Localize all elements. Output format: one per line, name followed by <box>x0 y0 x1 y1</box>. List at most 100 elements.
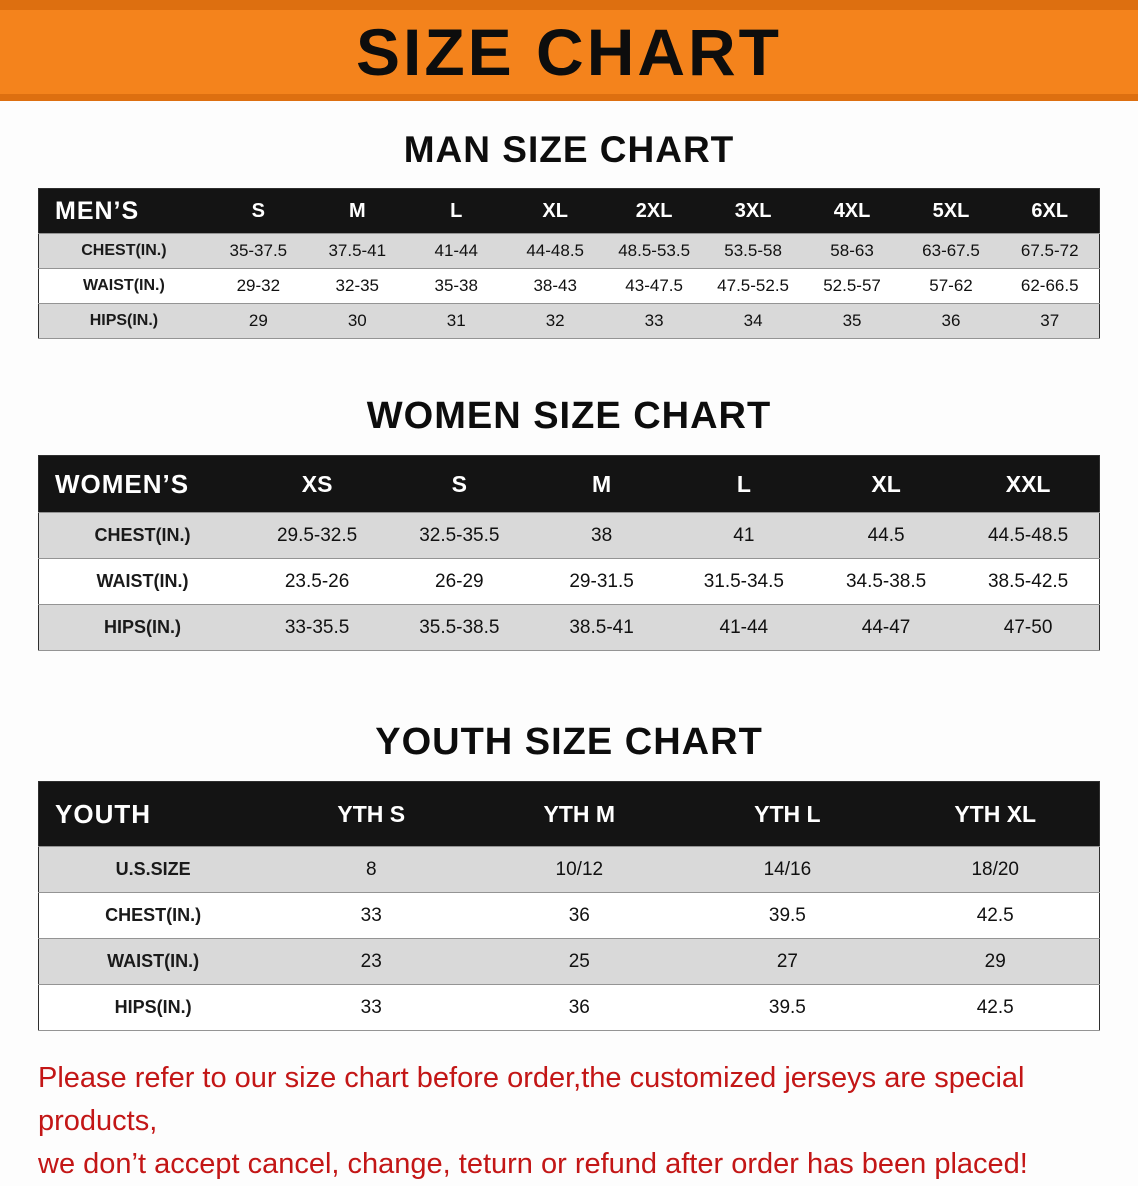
size-value: 37 <box>1040 311 1060 330</box>
size-value: 58-63 <box>830 241 874 260</box>
size-column-header: YTH M <box>543 800 616 827</box>
size-column-header: 3XL <box>734 199 772 222</box>
size-value: 36 <box>568 904 590 926</box>
size-value: 44.5 <box>867 524 905 546</box>
size-column-header: 2XL <box>635 199 673 222</box>
table-row: HIPS(IN.) 33-35.5 35.5-38.5 38.5-41 41-44 44-… <box>38 604 1100 651</box>
size-column-header: XL <box>871 470 901 497</box>
disclaimer-line-1: Please refer to our size chart before or… <box>38 1062 1025 1137</box>
size-value: 23.5-26 <box>284 570 350 592</box>
size-value: 30 <box>347 311 367 330</box>
table-row: WAIST(IN.) 23.5-26 26-29 29-31.5 31.5-34.5 34… <box>38 558 1100 605</box>
row-label: WAIST(IN.) <box>107 951 200 971</box>
men-size-chart-heading: MAN SIZE CHART <box>403 129 735 170</box>
table-row: HIPS(IN.) 29 30 31 32 33 34 35 36 37 <box>38 303 1100 339</box>
size-value: 44-48.5 <box>526 241 585 260</box>
size-value: 35 <box>842 311 862 330</box>
size-value: 44-47 <box>861 616 911 638</box>
size-value: 42.5 <box>976 996 1014 1018</box>
size-value: 35-38 <box>434 276 478 295</box>
size-column-header: S <box>451 470 468 497</box>
size-column-header: YTH L <box>754 800 821 827</box>
table-row: CHEST(IN.) 29.5-32.5 32.5-35.5 38 41 44.5 44.5… <box>38 512 1100 559</box>
size-value: 23 <box>360 950 382 972</box>
size-value: 53.5-58 <box>724 241 782 260</box>
size-value: 10/12 <box>555 858 604 880</box>
row-label: CHEST(IN.) <box>94 525 191 545</box>
men-size-table: MEN’S S M L XL 2XL 3XL 4XL 5XL 6XL CHEST(IN.) 35-37… <box>38 188 1100 339</box>
row-label: WAIST(IN.) <box>83 277 165 294</box>
size-value: 63-67.5 <box>922 241 980 260</box>
size-value: 36 <box>568 996 590 1018</box>
size-value: 39.5 <box>768 996 806 1018</box>
table-row: WAIST(IN.) 23 25 27 29 <box>38 938 1100 985</box>
size-column-header: XXL <box>1005 470 1051 497</box>
disclaimer: Please refer to our size chart before or… <box>38 1057 1100 1186</box>
charts-container: MAN SIZE CHART MEN’S S M L XL 2XL 3XL 4XL 5XL 6XL C… <box>0 129 1138 1031</box>
size-column-header: YTH S <box>337 800 406 827</box>
size-value: 42.5 <box>976 904 1014 926</box>
size-value: 62-66.5 <box>1020 276 1079 295</box>
size-value: 33-35.5 <box>284 616 350 638</box>
table-row: CHEST(IN.) 33 36 39.5 42.5 <box>38 892 1100 939</box>
size-value: 8 <box>365 858 377 880</box>
row-label: WAIST(IN.) <box>96 571 189 591</box>
size-column-header: 6XL <box>1031 199 1069 222</box>
size-column-header: L <box>736 470 751 497</box>
women-size-chart-heading: WOMEN SIZE CHART <box>366 395 772 437</box>
size-column-header: L <box>450 199 463 222</box>
section-men: MAN SIZE CHART MEN’S S M L XL 2XL 3XL 4XL 5XL 6XL C… <box>0 129 1138 339</box>
row-label: CHEST(IN.) <box>105 905 202 925</box>
size-column-header: XS <box>301 470 333 497</box>
size-value: 33 <box>360 904 382 926</box>
men-table-header-row: MEN’S S M L XL 2XL 3XL 4XL 5XL 6XL <box>38 188 1100 234</box>
youth-table-header-row: YOUTH YTH S YTH M YTH L YTH XL <box>38 781 1100 847</box>
size-value: 18/20 <box>971 858 1019 880</box>
size-value: 32-35 <box>335 276 380 295</box>
size-value: 35.5-38.5 <box>419 616 500 638</box>
size-value: 39.5 <box>768 904 806 926</box>
size-value: 29-31.5 <box>569 570 634 592</box>
size-value: 29.5-32.5 <box>276 524 358 546</box>
size-value: 41-44 <box>434 241 478 260</box>
row-label: CHEST(IN.) <box>81 242 167 259</box>
size-value: 41 <box>733 524 755 546</box>
size-value: 48.5-53.5 <box>618 241 691 260</box>
size-value: 34.5-38.5 <box>845 570 927 592</box>
size-value: 37.5-41 <box>328 241 387 260</box>
size-value: 52.5-57 <box>823 276 881 295</box>
table-row: U.S.SIZE 8 10/12 14/16 18/20 <box>38 846 1100 893</box>
size-value: 26-29 <box>435 570 484 592</box>
size-value: 38-43 <box>533 276 577 295</box>
size-value: 31 <box>446 311 466 330</box>
size-value: 57-62 <box>929 276 973 295</box>
size-value: 29 <box>248 311 268 330</box>
size-column-header: 4XL <box>833 199 871 222</box>
size-column-header: XL <box>542 199 568 222</box>
page-title: SIZE CHART <box>356 15 782 89</box>
size-column-header: M <box>348 199 366 222</box>
youth-size-chart-heading: YOUTH SIZE CHART <box>375 721 763 763</box>
table-row: CHEST(IN.) 35-37.5 37.5-41 41-44 44-48.5 48.5… <box>38 233 1100 269</box>
size-value: 34 <box>743 311 763 330</box>
size-column-header: M <box>592 470 612 497</box>
row-label: HIPS(IN.) <box>89 312 159 329</box>
size-value: 33 <box>360 996 382 1018</box>
table-row: HIPS(IN.) 33 36 39.5 42.5 <box>38 984 1100 1031</box>
size-value: 47-50 <box>1003 616 1053 638</box>
row-label: HIPS(IN.) <box>103 617 181 637</box>
banner: SIZE CHART <box>0 0 1138 101</box>
size-column-header: 5XL <box>932 199 970 222</box>
size-value: 41-44 <box>719 616 769 638</box>
men-table-title: MEN’S <box>55 196 140 225</box>
size-value: 29-32 <box>236 276 281 295</box>
section-youth: YOUTH SIZE CHART YOUTH YTH S YTH M YTH L YTH … <box>0 721 1138 1031</box>
section-women: WOMEN SIZE CHART WOMEN’S XS S M L XL XXL CHEST(I… <box>0 395 1138 651</box>
size-value: 35-37.5 <box>229 241 288 260</box>
women-table-header-row: WOMEN’S XS S M L XL XXL <box>38 455 1100 513</box>
women-size-table: WOMEN’S XS S M L XL XXL CHEST(IN.) 29.5-32.5 32.5… <box>38 455 1100 651</box>
size-value: 38.5-42.5 <box>987 570 1069 592</box>
size-value: 14/16 <box>763 858 812 880</box>
size-value: 67.5-72 <box>1020 241 1079 260</box>
